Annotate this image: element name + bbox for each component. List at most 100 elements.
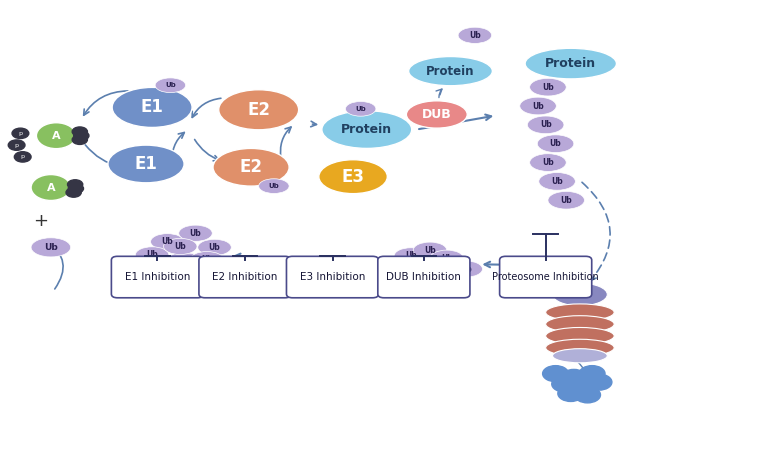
Ellipse shape [112, 87, 192, 128]
Text: Ub: Ub [174, 242, 186, 251]
Text: A: A [52, 131, 60, 141]
Text: Ub: Ub [209, 243, 220, 252]
Text: Ub: Ub [533, 101, 544, 110]
Circle shape [66, 188, 81, 197]
Ellipse shape [419, 277, 452, 293]
Circle shape [68, 184, 83, 193]
Ellipse shape [167, 253, 201, 269]
Ellipse shape [155, 78, 186, 92]
Circle shape [561, 369, 587, 385]
Ellipse shape [458, 27, 491, 44]
Text: E2: E2 [248, 101, 270, 119]
Text: Ub: Ub [540, 120, 552, 129]
Circle shape [569, 378, 595, 394]
Text: +: + [34, 211, 48, 229]
Ellipse shape [529, 154, 566, 172]
Ellipse shape [213, 148, 289, 186]
Text: Ub: Ub [429, 281, 441, 290]
Ellipse shape [345, 101, 376, 116]
Text: E3: E3 [342, 168, 364, 186]
Text: Ub: Ub [542, 158, 554, 167]
Ellipse shape [108, 145, 184, 183]
Text: Ub: Ub [189, 229, 202, 238]
Text: Ub: Ub [201, 255, 213, 264]
Circle shape [558, 385, 584, 401]
Ellipse shape [198, 239, 231, 255]
Text: Ub: Ub [405, 251, 417, 260]
Text: Ub: Ub [446, 275, 458, 284]
Ellipse shape [409, 56, 492, 86]
Ellipse shape [176, 269, 210, 285]
Text: Ub: Ub [159, 265, 171, 274]
Ellipse shape [31, 174, 70, 201]
Ellipse shape [148, 262, 182, 278]
FancyBboxPatch shape [286, 256, 379, 298]
Ellipse shape [37, 123, 76, 149]
Text: Ub: Ub [413, 274, 425, 283]
Text: Ub: Ub [460, 264, 471, 273]
Ellipse shape [552, 283, 607, 306]
Ellipse shape [545, 316, 614, 333]
Ellipse shape [537, 135, 574, 153]
Text: Proteosome Inhibition: Proteosome Inhibition [492, 272, 599, 282]
Text: Ub: Ub [146, 250, 158, 259]
Ellipse shape [552, 349, 607, 363]
Text: Ub: Ub [424, 246, 435, 255]
Text: Ub: Ub [161, 237, 173, 246]
Text: Ub: Ub [560, 196, 572, 205]
Ellipse shape [410, 260, 443, 276]
Text: Protein: Protein [342, 123, 393, 136]
Ellipse shape [179, 225, 212, 241]
FancyBboxPatch shape [378, 256, 470, 298]
Text: Ub: Ub [551, 177, 563, 186]
Text: Ub: Ub [549, 139, 562, 148]
Circle shape [12, 128, 29, 138]
Text: DUB Inhibition: DUB Inhibition [387, 272, 461, 282]
Ellipse shape [319, 160, 387, 194]
Text: E2 Inhibition: E2 Inhibition [212, 272, 277, 282]
Ellipse shape [394, 248, 428, 264]
Ellipse shape [135, 247, 169, 263]
Text: p: p [15, 143, 18, 147]
Ellipse shape [163, 238, 197, 255]
Ellipse shape [259, 179, 289, 193]
Text: Ub: Ub [44, 243, 58, 252]
Circle shape [542, 365, 568, 382]
Text: Ub: Ub [542, 82, 554, 91]
Text: Ub: Ub [355, 106, 366, 112]
Ellipse shape [430, 250, 464, 266]
Ellipse shape [151, 234, 184, 250]
Text: DUB: DUB [422, 108, 452, 121]
Ellipse shape [545, 304, 614, 321]
Circle shape [575, 387, 601, 403]
Text: Ub: Ub [178, 256, 190, 265]
Circle shape [579, 365, 605, 382]
Ellipse shape [525, 48, 617, 79]
Text: E1: E1 [141, 99, 163, 117]
Ellipse shape [31, 238, 70, 257]
Ellipse shape [545, 339, 614, 356]
Text: Ub: Ub [469, 31, 481, 40]
FancyBboxPatch shape [199, 256, 291, 298]
Ellipse shape [402, 270, 435, 287]
Ellipse shape [435, 271, 469, 288]
FancyBboxPatch shape [500, 256, 591, 298]
Ellipse shape [548, 191, 584, 209]
Text: E2: E2 [240, 158, 263, 176]
FancyBboxPatch shape [112, 256, 203, 298]
Text: Ub: Ub [165, 82, 176, 88]
Ellipse shape [527, 116, 564, 134]
Text: Protein: Protein [545, 57, 597, 70]
Circle shape [586, 374, 612, 390]
Text: p: p [18, 131, 22, 136]
Text: Ub: Ub [437, 269, 448, 278]
Circle shape [72, 127, 87, 137]
Circle shape [8, 140, 25, 150]
Ellipse shape [413, 242, 447, 258]
Text: E1: E1 [134, 155, 157, 173]
Ellipse shape [539, 173, 575, 190]
Text: Ub: Ub [420, 263, 432, 272]
Text: E1 Inhibition: E1 Inhibition [125, 272, 190, 282]
Ellipse shape [426, 265, 460, 282]
Ellipse shape [529, 78, 566, 96]
